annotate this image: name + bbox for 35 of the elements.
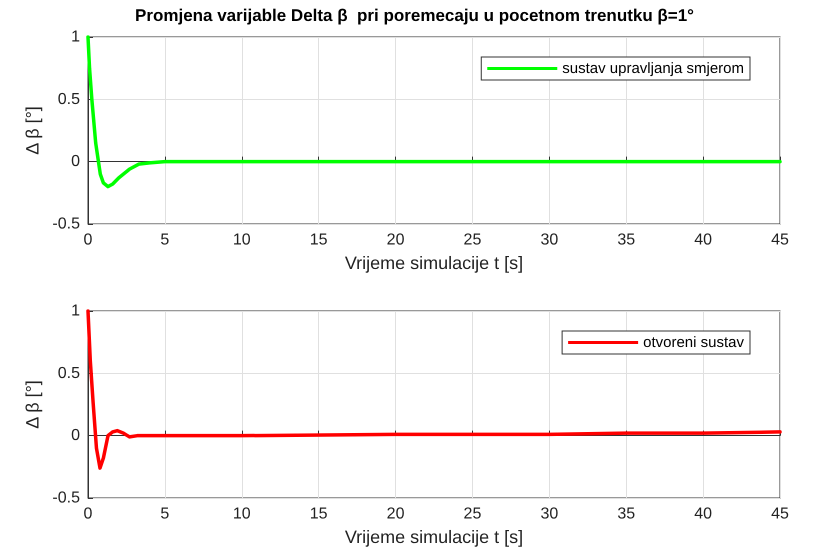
y-tick-label: 0.5 (58, 90, 80, 108)
x-tick-label: 10 (232, 232, 251, 248)
x-tick-label: 5 (160, 506, 170, 522)
y-axis-title: Δ β [°] (22, 380, 43, 429)
x-tick-label: 40 (694, 506, 712, 522)
y-tick-label: 1 (71, 302, 80, 320)
y-tick-label: 1 (71, 28, 80, 46)
x-tick-label: 40 (694, 232, 712, 248)
x-tick-label: 0 (84, 232, 93, 248)
x-tick-label: 10 (232, 506, 251, 522)
x-tick-label: 25 (464, 506, 482, 522)
x-tick-label: 45 (771, 232, 789, 248)
x-tick-label: 15 (310, 506, 328, 522)
x-tick-label: 35 (617, 506, 636, 522)
y-tick-label: -0.5 (52, 490, 80, 506)
x-tick-label: 0 (84, 506, 93, 522)
x-tick-label: 45 (771, 506, 789, 522)
x-axis-title: Vrijeme simulacije t [s] (344, 253, 524, 273)
legend-label: sustav upravljanja smjerom (562, 60, 744, 77)
y-tick-label: 0 (71, 427, 80, 444)
x-tick-label: 25 (464, 232, 482, 248)
x-tick-label: 20 (386, 232, 405, 248)
chart-title: Promjena varijable Delta β pri poremecaju u pocetnom trenutku β=1° (135, 6, 694, 25)
y-tick-label: 0.5 (58, 364, 80, 382)
x-tick-label: 35 (617, 232, 636, 248)
x-tick-label: 30 (540, 232, 558, 248)
x-axis-title: Vrijeme simulacije t [s] (344, 527, 524, 547)
x-tick-label: 15 (310, 232, 328, 248)
x-tick-label: 5 (160, 232, 170, 248)
x-tick-label: 30 (540, 506, 558, 522)
x-tick-label: 20 (386, 506, 405, 522)
y-tick-label: -0.5 (52, 216, 80, 232)
y-axis-title: Δ β [°] (22, 106, 43, 155)
y-tick-label: 0 (71, 153, 80, 170)
legend-label: otvoreni sustav (643, 334, 744, 351)
